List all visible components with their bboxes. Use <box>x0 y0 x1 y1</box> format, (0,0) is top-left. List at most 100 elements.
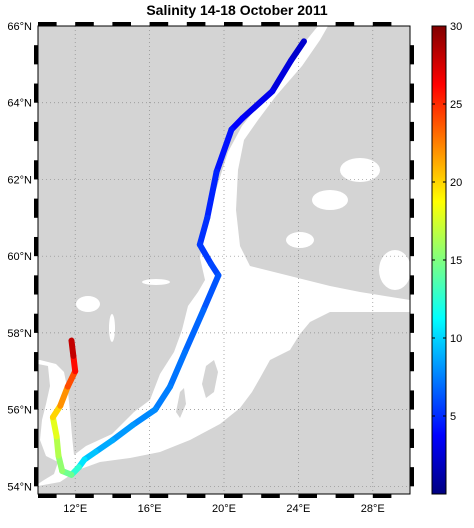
lon-tick-label-2: 20°E <box>212 503 236 515</box>
frame-segment-top-10 <box>224 22 243 26</box>
track-segment-6 <box>196 214 211 248</box>
lake-vanern <box>76 296 100 312</box>
frame-segment-bottom-0 <box>38 494 57 498</box>
track-segment-2 <box>239 88 276 122</box>
colorbar-tick-label-4: 25 <box>450 99 462 111</box>
lon-tick-label-1: 16°E <box>138 503 162 515</box>
colorbar-tick-label-2: 15 <box>450 255 462 267</box>
frame-segment-left-22 <box>34 45 38 65</box>
colorbar-ticks: 5 10 15 20 25 30 <box>432 21 462 423</box>
track-segment-21 <box>53 433 62 459</box>
track-segment-1 <box>269 57 294 95</box>
frame-segment-bottom-4 <box>112 494 131 498</box>
ship-track <box>49 38 307 478</box>
track-segment-13 <box>129 406 159 428</box>
frame-segment-right-12 <box>410 236 414 257</box>
frame-segment-left-6 <box>34 352 38 372</box>
land-oland <box>176 388 186 418</box>
lat-tick-label-3: 60°N <box>7 251 32 263</box>
frame-segment-bottom-8 <box>186 494 206 498</box>
lat-tick-label-6: 66°N <box>7 21 32 33</box>
lat-tick-label-0: 54°N <box>7 481 32 493</box>
frame-segment-bottom-18 <box>372 494 392 498</box>
land-south-coast <box>38 312 410 494</box>
track-segment-7 <box>196 241 214 267</box>
lon-tick-label-4: 28°E <box>361 503 385 515</box>
frame-segment-left-16 <box>34 160 38 180</box>
lake-ladoga <box>379 250 411 290</box>
lake-vattern <box>109 314 115 342</box>
lakes <box>76 158 411 342</box>
colorbar-tick-label-1: 10 <box>450 333 462 345</box>
lake-finland-3 <box>286 232 314 248</box>
lake-finland-2 <box>340 158 380 182</box>
frame-segment-bottom-2 <box>75 494 94 498</box>
lat-tick-label-5: 64°N <box>7 98 32 110</box>
frame-segment-left-14 <box>34 198 38 218</box>
land-gotland <box>202 360 218 398</box>
frame-segment-right-8 <box>410 313 414 333</box>
track-segment-24 <box>57 383 71 409</box>
axis-labels: 54°N 56°N 58°N 60°N 62°N 64°N 66°N 12°E 16°E 20°E… <box>7 21 384 515</box>
track-segment-27 <box>68 337 77 359</box>
frame-segment-right-10 <box>410 275 414 295</box>
frame-segment-bottom-12 <box>261 494 280 498</box>
frame-segment-left-8 <box>34 313 38 333</box>
colorbar-tick-label-3: 20 <box>450 177 462 189</box>
frame-segment-top-18 <box>372 22 392 26</box>
track-segment-12 <box>152 383 174 413</box>
frame-segment-right-6 <box>410 352 414 372</box>
lat-tick-label-4: 62°N <box>7 174 32 186</box>
lake-finland-1 <box>312 190 348 210</box>
frame-segment-top-14 <box>298 22 317 26</box>
frame-segment-top-2 <box>75 22 94 26</box>
track-segment-5 <box>204 168 220 221</box>
frame-segment-right-0 <box>410 467 414 487</box>
frame-segment-left-2 <box>34 428 38 448</box>
lat-tick-label-1: 56°N <box>7 405 32 417</box>
frame-segment-bottom-6 <box>149 494 169 498</box>
land-scandinavia <box>38 26 318 455</box>
frame-segment-right-20 <box>410 83 414 103</box>
frame-segment-right-16 <box>410 160 414 180</box>
frame-segment-left-18 <box>34 121 38 142</box>
frame-segment-left-10 <box>34 275 38 295</box>
track-segment-9 <box>200 272 222 313</box>
map-frame-border <box>34 22 414 498</box>
lon-tick-label-3: 24°E <box>286 503 310 515</box>
frame-segment-right-14 <box>410 198 414 218</box>
land-masses <box>38 26 410 494</box>
frame-segment-left-12 <box>34 236 38 257</box>
track-segment-4 <box>213 126 235 175</box>
frame-segment-bottom-14 <box>298 494 317 498</box>
frame-segment-bottom-10 <box>224 494 243 498</box>
track-segment-22 <box>49 414 60 440</box>
frame-segment-left-4 <box>34 390 38 410</box>
land-finland <box>236 26 410 300</box>
lat-tick-label-2: 58°N <box>7 328 32 340</box>
land-denmark <box>38 364 58 484</box>
frame-segment-top-6 <box>149 22 169 26</box>
frame-segment-right-18 <box>410 121 414 142</box>
track-segment-0 <box>287 38 307 64</box>
frame-segment-right-2 <box>410 428 414 448</box>
frame-segment-right-4 <box>410 390 414 410</box>
frame-segment-top-8 <box>186 22 206 26</box>
colorbar-tick-label-5: 30 <box>450 21 462 33</box>
colorbar-tick-label-0: 5 <box>450 411 456 423</box>
frame-segment-bottom-16 <box>335 494 355 498</box>
frame-segment-top-4 <box>112 22 131 26</box>
lake-malaren <box>142 279 170 285</box>
frame-segment-top-0 <box>38 22 57 26</box>
track-segment-10 <box>181 306 207 356</box>
track-segment-14 <box>109 421 136 444</box>
track-segment-15 <box>92 437 116 455</box>
frame-segment-top-12 <box>261 22 280 26</box>
frame-segment-left-0 <box>34 467 38 487</box>
track-segment-11 <box>167 349 188 390</box>
lon-tick-label-0: 12°E <box>63 503 87 515</box>
map-title: Salinity 14-18 October 2011 <box>146 2 328 18</box>
frame-segment-top-16 <box>335 22 355 26</box>
frame-segment-right-22 <box>410 45 414 65</box>
